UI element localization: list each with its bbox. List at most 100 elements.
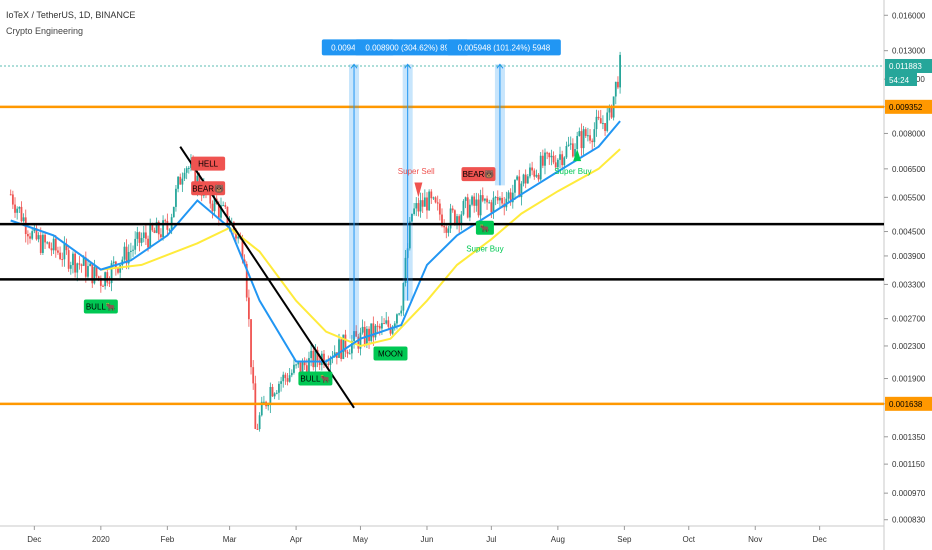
candle-body [57,250,59,253]
candle-body [501,197,503,204]
candle-body [254,383,257,429]
candle-body [312,350,315,368]
candle-body [417,203,420,212]
last-price-label: 0.011883 [889,62,922,71]
candle-body [402,282,405,311]
measure-label: 0.005948 (101.24%) 5948 [458,43,551,52]
price-tick-label: 0.003900 [892,252,926,261]
price-tick-label: 0.001150 [892,460,925,469]
candle-body [288,375,291,382]
candle-body [61,259,64,261]
candle-body [593,129,596,143]
candle-body [533,170,536,177]
level-price-label-bg [885,99,932,114]
candle-body [520,183,523,198]
candle-body [484,198,486,201]
candle-body [426,197,428,211]
time-tick-label: Sep [617,535,632,544]
signal-tag-label: HELL [198,160,219,169]
candle-body [250,319,252,368]
price-tick-label: 0.002700 [892,315,926,324]
candle-body [37,235,40,240]
candle-body [162,220,164,238]
candle-body [263,401,265,403]
candle-body [449,208,452,229]
candle-body [211,203,214,212]
price-tick-label: 0.000830 [892,516,926,525]
candle-body [415,203,418,209]
candle-body [526,176,529,184]
price-tick-label: 0.016000 [892,11,926,20]
candle-body [72,253,74,266]
time-tick-label: Dec [813,535,827,544]
super-sell-arrow-icon [414,182,423,198]
candle-body [589,135,591,141]
time-tick-label: Nov [748,535,762,544]
signal-tag-bg [461,167,496,182]
price-tick-label: 0.008000 [892,129,926,138]
candle-body [284,374,287,379]
candle-body [132,249,134,251]
candle-body [595,116,598,130]
candle-body [617,81,619,88]
candle-body [35,228,38,240]
candle-body [447,228,450,233]
candle-body [187,167,190,169]
candle-body [273,393,276,397]
candle-body [587,135,589,137]
candle-body [550,155,553,158]
candle-body [297,362,300,365]
candle-body [252,367,255,384]
candle-body [419,200,422,212]
candle-body [473,196,476,206]
time-tick-label: Apr [290,535,303,544]
candle-body [597,116,600,119]
candle-body [486,198,488,203]
candle-body [604,123,606,131]
candle-body [185,168,188,173]
candle-body [39,235,42,253]
candle-body [567,144,570,147]
candle-body [149,224,152,248]
countdown-label-bg [885,72,917,86]
time-tick-label: Feb [160,535,174,544]
candle-body [224,205,227,207]
candle-body [9,194,12,196]
candle-body [432,197,435,199]
candle-body [93,266,96,284]
candle-body [383,323,385,325]
candle-body [194,163,197,188]
candle-body [59,252,61,260]
candle-body [112,261,115,264]
candle-body [460,214,463,225]
candle-body [490,202,493,213]
candle-body [183,172,186,179]
candle-body [507,192,510,199]
candle-body [46,242,49,244]
candle-body [348,353,351,355]
candle-body [293,364,295,373]
signal-tag-label: BEAR🐻 [463,169,495,179]
candle-body [179,176,182,185]
candle-body [29,236,31,239]
candle-body [117,267,119,273]
candle-body [561,154,564,166]
candle-body [357,336,360,349]
candle-body [235,230,237,239]
candle-body [546,152,549,154]
candle-body [610,106,613,118]
indicator-name[interactable]: Crypto Engineering [6,26,88,36]
candle-body [453,210,456,225]
signal-tag-bg [373,346,408,361]
candle-body [381,323,383,329]
candle-body [303,361,306,366]
signal-tag-bg [83,299,118,314]
candle-body [74,253,76,273]
candle-body [129,250,132,252]
candle-body [438,203,441,215]
candle-body [458,216,461,225]
candle-body [441,214,443,227]
ema-slow-line [100,148,621,348]
candle-body [518,176,521,198]
